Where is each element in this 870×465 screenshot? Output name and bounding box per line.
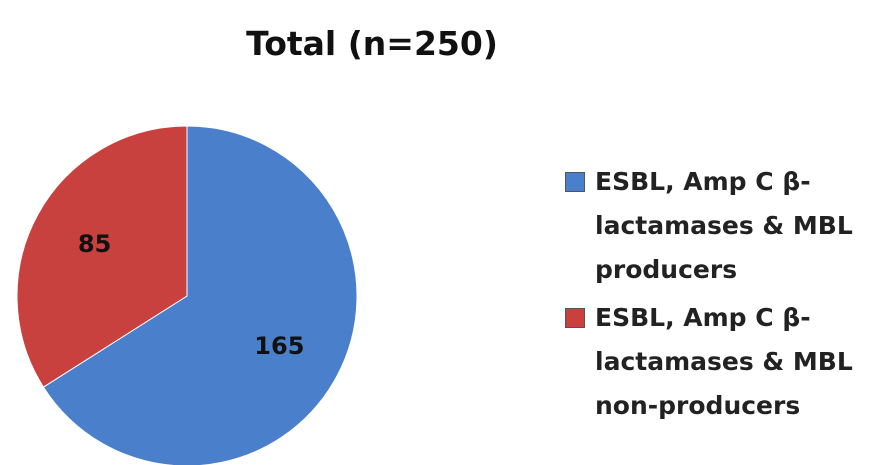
pie-slice xyxy=(42,125,358,465)
legend-item: ESBL, Amp C β-lactamases & MBL non-produ… xyxy=(565,296,865,428)
pie: 165 85 xyxy=(16,125,358,465)
legend-label: ESBL, Amp C β-lactamases & MBL non-produ… xyxy=(595,303,853,420)
legend-swatch xyxy=(565,308,585,328)
pie-slice xyxy=(16,125,188,388)
chart-title: Total (n=250) xyxy=(246,24,498,63)
legend: ESBL, Amp C β-lactamases & MBL producers… xyxy=(565,160,865,432)
data-label: 165 xyxy=(254,332,304,360)
legend-label: ESBL, Amp C β-lactamases & MBL producers xyxy=(595,167,853,284)
legend-swatch xyxy=(565,172,585,192)
data-label: 85 xyxy=(78,230,111,258)
legend-item: ESBL, Amp C β-lactamases & MBL producers xyxy=(565,160,865,292)
